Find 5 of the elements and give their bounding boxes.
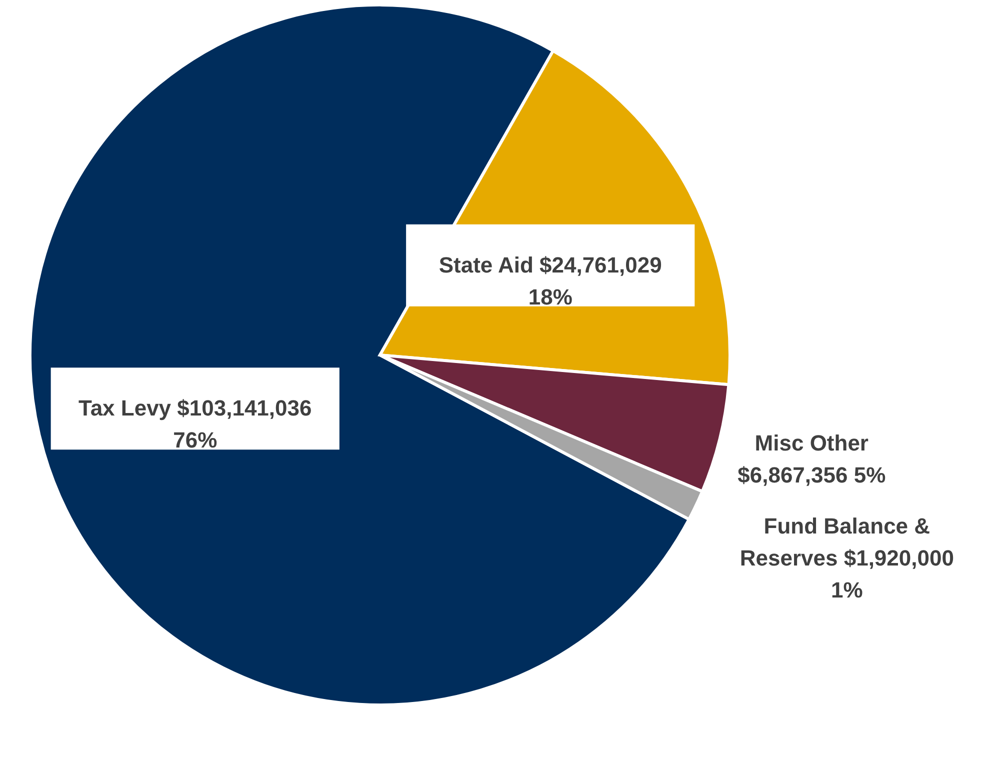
slice-label: Fund Balance & Reserves $1,920,000 1% <box>740 514 954 603</box>
slice-label: State Aid $24,761,029 18% <box>438 252 662 310</box>
slice-label: Tax Levy $103,141,036 76% <box>78 396 312 453</box>
slice-label: Misc Other <box>754 430 869 456</box>
data-label: $6,867,356 5% <box>738 462 886 488</box>
